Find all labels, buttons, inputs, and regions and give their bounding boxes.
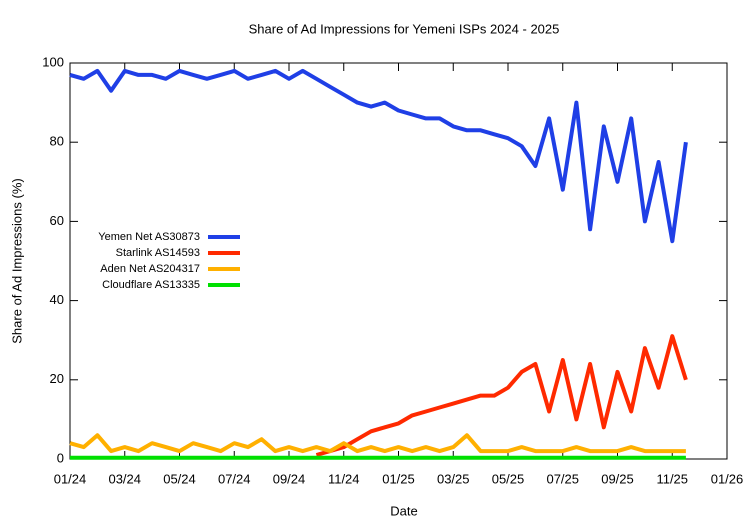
x-tick-label: 05/25 [492,471,525,486]
x-tick-label: 05/24 [163,471,196,486]
x-tick-label: 09/24 [273,471,306,486]
y-axis-label: Share of Ad Impressions (%) [9,178,24,343]
x-tick-label: 11/25 [656,471,688,486]
y-tick-label: 0 [57,450,64,465]
series-line [69,433,686,454]
legend-label: Cloudflare AS13335 [102,279,200,291]
y-tick-label: 60 [50,213,64,228]
legend-label: Starlink AS14593 [116,247,200,259]
legend-label: Aden Net AS204317 [100,263,200,275]
chart-title: Share of Ad Impressions for Yemeni ISPs … [249,21,560,36]
x-tick-label: 01/24 [54,471,87,486]
x-tick-label: 01/25 [382,471,415,486]
y-tick-label: 100 [42,54,64,69]
x-tick-label: 07/25 [546,471,579,486]
x-tick-label: 03/24 [108,471,141,486]
x-tick-label: 11/24 [328,471,360,486]
x-axis-label: Date [390,503,417,518]
legend-label: Yemen Net AS30873 [98,231,200,243]
x-tick-label: 07/24 [218,471,251,486]
series-line [69,68,688,244]
y-tick-label: 80 [50,134,64,149]
x-tick-label: 03/25 [437,471,470,486]
y-tick-label: 40 [50,292,64,307]
series-line [315,334,688,457]
x-tick-label: 09/25 [601,471,634,486]
y-tick-label: 20 [50,371,64,386]
x-tick-label: 01/26 [711,471,744,486]
